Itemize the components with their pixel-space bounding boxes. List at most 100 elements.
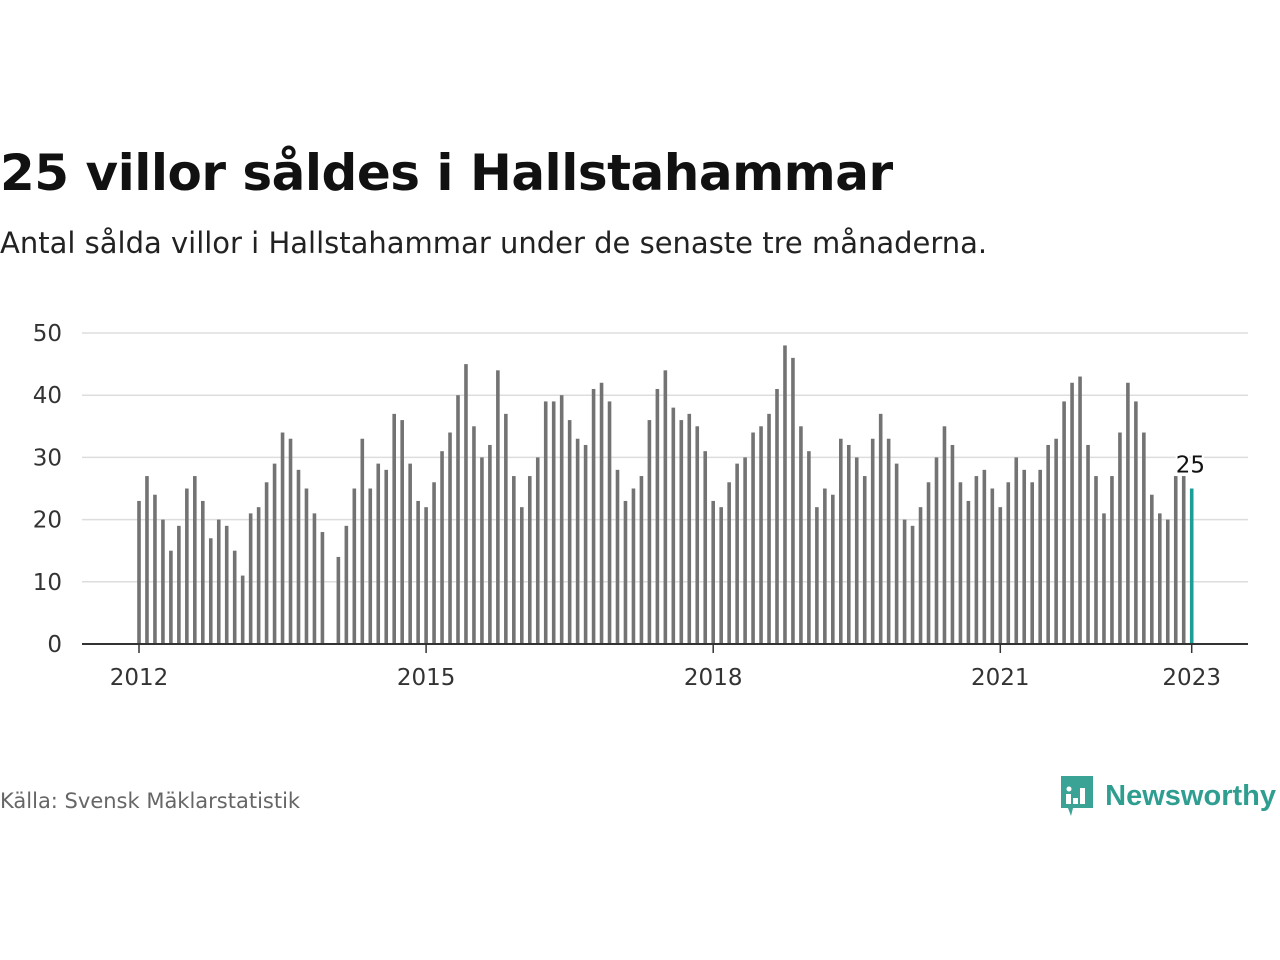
bar [823, 488, 827, 644]
bar [153, 494, 157, 644]
bar [448, 432, 452, 644]
bar [248, 513, 253, 644]
bar [169, 550, 173, 644]
highlight-value-label: 25 [1176, 453, 1205, 479]
bar [296, 469, 301, 644]
bar [567, 420, 572, 644]
bar [264, 482, 269, 644]
bar [1078, 376, 1082, 644]
y-tick-label: 40 [33, 383, 62, 409]
bar [695, 426, 700, 644]
bar [998, 507, 1003, 644]
bar [440, 451, 444, 644]
bar [520, 507, 524, 644]
bar [894, 463, 899, 644]
bar [432, 482, 436, 644]
bar [679, 420, 684, 644]
bar [344, 525, 349, 644]
bar [990, 488, 995, 644]
bar [304, 488, 309, 644]
bar [727, 482, 731, 644]
bar [1014, 457, 1019, 644]
bar [1086, 444, 1090, 644]
bar [1038, 469, 1042, 644]
bar [647, 420, 652, 644]
bar [256, 507, 261, 644]
bar [982, 469, 987, 644]
bar [424, 507, 428, 644]
bar [472, 426, 476, 644]
source-note: Källa: Svensk Mäklarstatistik [0, 789, 301, 813]
bar [926, 482, 931, 644]
bar-chart: 0 10 20 30 40 50 2012 2015 2018 2021 2023 25 [33, 321, 1248, 691]
bar [535, 457, 540, 644]
bar [559, 395, 564, 644]
brand-logo: Newsworthy [1059, 772, 1276, 820]
bar [663, 370, 668, 644]
bar [137, 500, 141, 644]
bar [527, 476, 532, 644]
bar [512, 476, 516, 644]
bar [1046, 444, 1050, 644]
bar [384, 469, 389, 644]
bar [1142, 432, 1146, 644]
bar [886, 438, 891, 644]
bar [1022, 469, 1027, 644]
bar [496, 370, 500, 644]
bar [1102, 513, 1106, 644]
labels: 0 10 20 30 40 50 2012 2015 2018 2021 2023 25 [33, 321, 1221, 691]
bar [815, 507, 819, 644]
y-tick-label: 30 [33, 445, 62, 471]
x-tick-label: 2015 [397, 665, 456, 691]
bar [846, 444, 851, 644]
bar [591, 388, 596, 644]
y-tick-label: 20 [33, 508, 62, 534]
bar [1054, 438, 1058, 644]
bar [1158, 513, 1162, 644]
bar [201, 500, 205, 644]
bar [599, 382, 604, 644]
bar [488, 444, 492, 644]
bar [1181, 476, 1186, 644]
bar [1173, 476, 1178, 644]
bar [783, 345, 787, 644]
bar [216, 519, 221, 644]
bar [623, 500, 628, 644]
bar [791, 357, 795, 644]
bar [607, 401, 612, 644]
bar [831, 494, 835, 644]
bar [224, 525, 229, 644]
bar-highlight [1189, 488, 1194, 644]
bar [583, 444, 588, 644]
chart-title: 25 villor såldes i Hallstahammar [0, 144, 893, 202]
bar [958, 482, 963, 644]
x-tick-label: 2021 [971, 665, 1030, 691]
bar [543, 401, 548, 644]
bar [185, 488, 189, 644]
bar [400, 420, 404, 644]
bar [615, 469, 620, 644]
bar [232, 550, 237, 644]
y-tick-label: 10 [33, 570, 62, 596]
bar [336, 556, 341, 644]
bar [1006, 482, 1011, 644]
bar [288, 438, 293, 644]
bar [1134, 401, 1138, 644]
bar [751, 432, 755, 644]
bar [862, 476, 867, 644]
y-tick-label: 50 [33, 321, 62, 347]
x-tick-label: 2023 [1162, 665, 1221, 691]
bar [376, 463, 381, 644]
bar [974, 476, 979, 644]
bars [137, 345, 1194, 644]
bar [655, 388, 660, 644]
bar [392, 413, 396, 644]
bar [368, 488, 373, 644]
bar [870, 438, 875, 644]
bar [551, 401, 556, 644]
axes [82, 643, 1248, 653]
bar [767, 413, 771, 644]
bar [456, 395, 460, 644]
bar [272, 463, 277, 644]
bar [145, 476, 149, 644]
